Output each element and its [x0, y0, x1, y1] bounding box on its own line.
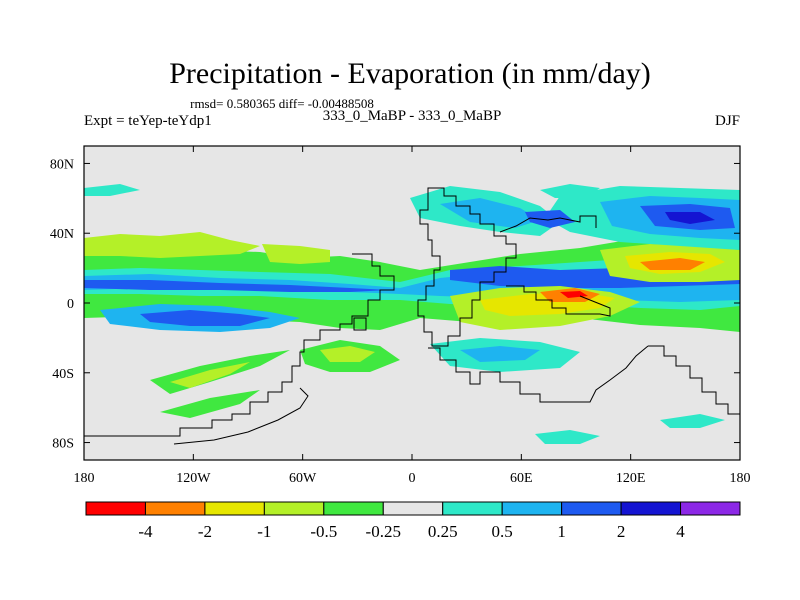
contour-north-atlantic-blue	[525, 210, 575, 228]
stats-label: rmsd= 0.580365 diff= -0.00488508	[190, 96, 374, 111]
x-tick-label: 120E	[616, 471, 646, 486]
colorbar-swatch	[263, 501, 325, 516]
x-tick-label: 180	[730, 471, 751, 486]
coastline-antarctica-east	[428, 345, 649, 403]
chart-title: Precipitation - Evaporation (in mm/day)	[169, 57, 651, 90]
contour-antarctic-cyan	[535, 430, 600, 444]
y-tick-label: 80N	[50, 157, 74, 172]
coastline-africa	[417, 187, 517, 347]
coastline-americas	[84, 253, 395, 437]
x-tick-label: 180	[74, 471, 95, 486]
coastline-europe-asia	[499, 215, 597, 233]
colorbar-swatch	[323, 501, 384, 516]
contour-antarctic-cyan-east	[660, 414, 725, 428]
left-label: Expt = teYep-teYdp1	[84, 113, 212, 129]
contour-north-pacific-west-cyan	[540, 184, 600, 198]
contour-north-pacific-darkblue	[665, 212, 715, 224]
colorbar-level-label: -2	[198, 522, 212, 541]
contour-south-indian-lightblue	[460, 346, 540, 362]
colorbar-swatch	[501, 501, 563, 516]
colorbar-level-label: -0.25	[366, 522, 401, 541]
contour-south-pacific-streak-lime	[170, 362, 250, 388]
contour-tropical-blue	[84, 280, 390, 292]
y-tick-label: 40N	[50, 227, 74, 242]
colorbar-level-label: 2	[617, 522, 626, 541]
colorbar-swatch	[561, 501, 622, 516]
contour-west-pacific-orange	[640, 258, 705, 270]
colorbar: -4 -2 -1 -0.5 -0.25 0.25 0.5 1 2 4	[85, 501, 741, 541]
coastline-outline	[84, 187, 740, 445]
contour-south-pacific-blue	[140, 310, 270, 326]
colorbar-swatch	[204, 501, 265, 516]
colorbar-level-label: -4	[138, 522, 153, 541]
colorbar-swatch	[442, 501, 503, 516]
right-label: DJF	[715, 113, 740, 129]
colorbar-level-label: -1	[257, 522, 271, 541]
y-tick-label: 0	[67, 297, 74, 312]
axes: 180 120W 60W 0 60E 120E 180 80N 40N 0 40S 80S	[50, 146, 751, 486]
coastline-australia	[648, 345, 740, 415]
x-tick-label: 60W	[289, 471, 317, 486]
center-label: 333_0_MaBP - 333_0_MaBP	[323, 108, 502, 124]
colorbar-swatch	[85, 501, 146, 516]
colorbar-level-label: 0.25	[428, 522, 458, 541]
colorbar-swatch	[144, 501, 206, 516]
contour-north-pacific-lime	[84, 232, 260, 258]
coastline-south-america-inner	[353, 317, 367, 331]
x-tick-label: 0	[409, 471, 416, 486]
colorbar-level-label: 0.5	[492, 522, 513, 541]
x-tick-label: 60E	[510, 471, 533, 486]
contour-northeast-pacific-cyan	[84, 184, 140, 196]
contour-north-atlantic-lime	[262, 244, 330, 264]
colorbar-level-label: 1	[557, 522, 566, 541]
y-tick-label: 80S	[52, 437, 74, 452]
colorbar-level-label: -0.5	[310, 522, 337, 541]
coastline-india	[506, 285, 611, 317]
contour-south-pacific-lower-green	[160, 390, 260, 418]
colorbar-swatch	[382, 501, 444, 516]
x-tick-label: 120W	[176, 471, 211, 486]
colorbar-swatch	[680, 501, 741, 516]
colorbar-swatch	[620, 501, 682, 516]
y-tick-label: 40S	[52, 367, 74, 382]
coastline-antarctica-pacific	[173, 387, 309, 445]
contour-south-atlantic-lime	[320, 346, 375, 362]
colorbar-level-label: 4	[676, 522, 685, 541]
